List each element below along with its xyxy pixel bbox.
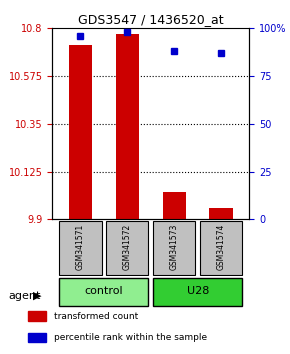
FancyBboxPatch shape: [59, 278, 148, 306]
Text: transformed count: transformed count: [54, 312, 138, 321]
FancyBboxPatch shape: [200, 221, 242, 275]
Bar: [28, 312, 46, 321]
Bar: [28, 333, 46, 342]
Text: percentile rank within the sample: percentile rank within the sample: [54, 333, 207, 342]
Bar: [209, 208, 233, 219]
Text: GSM341574: GSM341574: [217, 223, 226, 270]
Text: U28: U28: [186, 286, 209, 296]
FancyBboxPatch shape: [153, 278, 242, 306]
FancyBboxPatch shape: [59, 221, 102, 275]
Text: ▶: ▶: [33, 291, 42, 301]
Title: GDS3547 / 1436520_at: GDS3547 / 1436520_at: [78, 13, 224, 26]
Text: GSM341571: GSM341571: [76, 223, 85, 270]
Bar: [162, 192, 186, 219]
Text: control: control: [85, 286, 123, 296]
Bar: [69, 45, 92, 219]
Bar: [116, 34, 139, 219]
Text: GSM341572: GSM341572: [123, 223, 132, 270]
Text: GSM341573: GSM341573: [170, 223, 179, 270]
Text: agent: agent: [9, 291, 41, 301]
FancyBboxPatch shape: [106, 221, 148, 275]
FancyBboxPatch shape: [153, 221, 195, 275]
